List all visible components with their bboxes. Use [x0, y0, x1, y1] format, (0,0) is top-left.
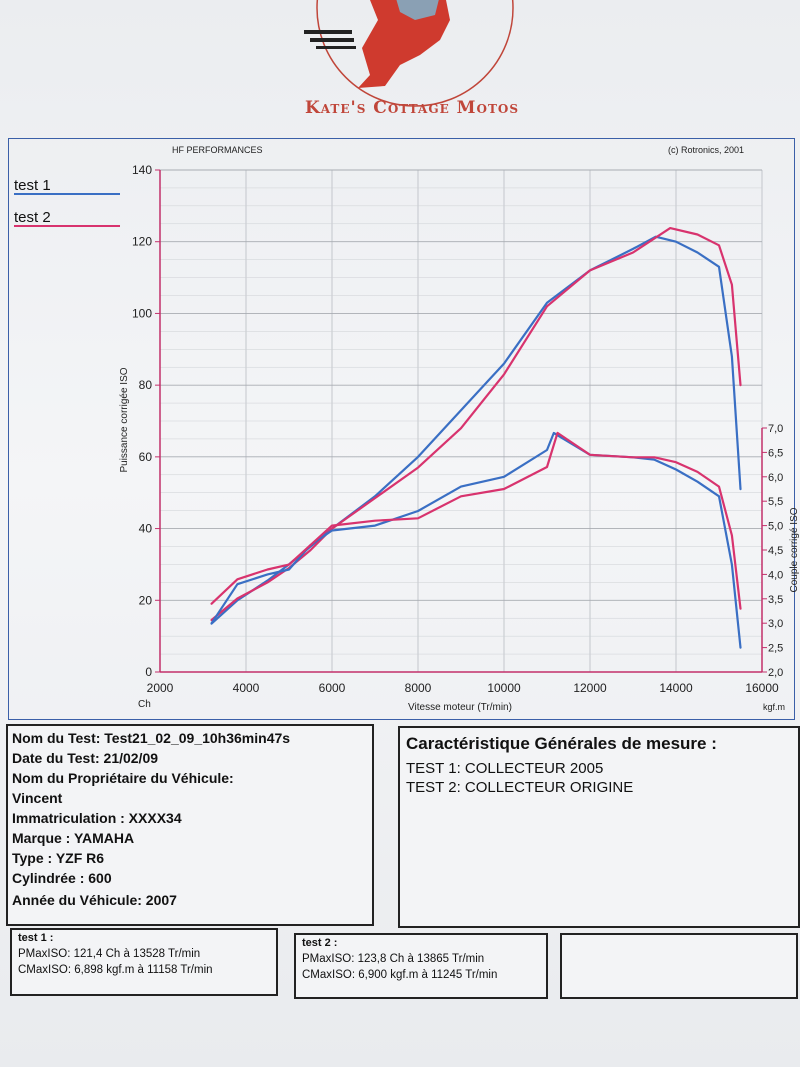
- chart-grid: [159, 169, 763, 673]
- y-axis-label-right: Couple corrigé ISO: [789, 507, 800, 592]
- legend-label-test2: test 2: [14, 209, 51, 226]
- y-tick-label-left: 100: [132, 306, 152, 320]
- series-line-test1-couple: [210, 431, 742, 649]
- x-tick-label: 6000: [319, 681, 346, 695]
- model-type: Type : YZF R6: [12, 850, 105, 866]
- y-tick-label-right: 2,0: [768, 667, 783, 679]
- y-tick-label-left: 20: [139, 593, 153, 607]
- y-tick-label-right: 7,0: [768, 423, 783, 435]
- result-box-empty: [560, 933, 798, 999]
- owner-label: Nom du Propriétaire du Véhicule:: [12, 770, 234, 786]
- y-tick-label-right: 3,5: [768, 594, 783, 606]
- x-tick-label: 14000: [659, 681, 693, 695]
- series-line-test2-couple: [210, 431, 742, 610]
- x-axis-unit: Ch: [138, 699, 151, 710]
- y-tick-label-right: 5,0: [768, 521, 783, 533]
- x-tick-label: 16000: [745, 681, 779, 695]
- y-tick-label-right: 6,0: [768, 472, 783, 484]
- x-axis-label: Vitesse moteur (Tr/min): [408, 702, 512, 713]
- measure-title: Caractéristique Générales de mesure :: [406, 734, 717, 753]
- logo-title: Kate's Cottage Motos: [305, 98, 519, 118]
- owner-name: Vincent: [12, 790, 63, 806]
- x-tick-label: 2000: [147, 681, 174, 695]
- chart-frame: [8, 138, 795, 720]
- result-title-test1: test 1 :: [18, 932, 54, 944]
- measure-test1: TEST 1: COLLECTEUR 2005: [406, 760, 604, 777]
- y-tick-label-left: 40: [139, 522, 153, 536]
- result-pmax-test1: PMaxISO: 121,4 Ch à 13528 Tr/min: [18, 948, 201, 960]
- y-tick-label-right: 2,5: [768, 643, 783, 655]
- result-cmax-test1: CMaxISO: 6,898 kgf.m à 11158 Tr/min: [18, 964, 213, 976]
- dyno-chart: HF PERFORMANCES (c) Rotronics, 2001 test…: [14, 145, 800, 713]
- x-axis-unit-right: kgf.m: [763, 702, 785, 712]
- y-tick-label-right: 5,5: [768, 496, 783, 508]
- chart-header-left: HF PERFORMANCES: [172, 145, 263, 155]
- test-name: Nom du Test: Test21_02_09_10h36min47s: [12, 730, 291, 746]
- registration: Immatriculation : XXXX34: [12, 810, 182, 826]
- result-box-test2: test 2 : PMaxISO: 123,8 Ch à 13865 Tr/mi…: [294, 933, 548, 999]
- result-pmax-test2: PMaxISO: 123,8 Ch à 13865 Tr/min: [302, 953, 485, 965]
- y-tick-label-left: 0: [145, 665, 152, 679]
- legend-label-test1: test 1: [14, 177, 51, 194]
- chart-series: [210, 227, 742, 649]
- x-tick-label: 4000: [233, 681, 260, 695]
- y-tick-label-left: 120: [132, 235, 152, 249]
- y-tick-label-right: 4,5: [768, 545, 783, 557]
- result-title-test2: test 2 :: [302, 937, 338, 949]
- y-tick-label-right: 6,5: [768, 447, 783, 459]
- x-tick-label: 12000: [573, 681, 607, 695]
- result-cmax-test2: CMaxISO: 6,900 kgf.m à 11245 Tr/min: [302, 969, 498, 981]
- measure-test2: TEST 2: COLLECTEUR ORIGINE: [406, 779, 634, 796]
- vehicle-info-box: Nom du Test: Test21_02_09_10h36min47s Da…: [6, 724, 374, 926]
- x-tick-label: 10000: [487, 681, 521, 695]
- x-tick-label: 8000: [405, 681, 432, 695]
- vehicle-year: Année du Véhicule: 2007: [12, 892, 177, 908]
- displacement: Cylindrée : 600: [12, 870, 112, 886]
- test-date: Date du Test: 21/02/09: [12, 750, 159, 766]
- chart-header-right: (c) Rotronics, 2001: [668, 145, 744, 155]
- brand: Marque : YAMAHA: [12, 830, 135, 846]
- y-tick-label-right: 4,0: [768, 569, 783, 581]
- y-axis-label-left: Puissance corrigée ISO: [119, 367, 130, 472]
- y-tick-label-right: 3,0: [768, 618, 783, 630]
- y-tick-label-left: 80: [139, 378, 153, 392]
- measure-characteristics-box: Caractéristique Générales de mesure : TE…: [398, 726, 800, 928]
- series-line-test2-puissance: [210, 227, 742, 622]
- y-tick-label-left: 140: [132, 163, 152, 177]
- chart-axes: 2000 4000 6000 8000 10000 12000 14000 16000 0 20 4…: [132, 163, 783, 695]
- result-box-test1: test 1 : PMaxISO: 121,4 Ch à 13528 Tr/mi…: [10, 928, 278, 996]
- logo-emblem: [304, 0, 514, 107]
- y-tick-label-left: 60: [139, 450, 153, 464]
